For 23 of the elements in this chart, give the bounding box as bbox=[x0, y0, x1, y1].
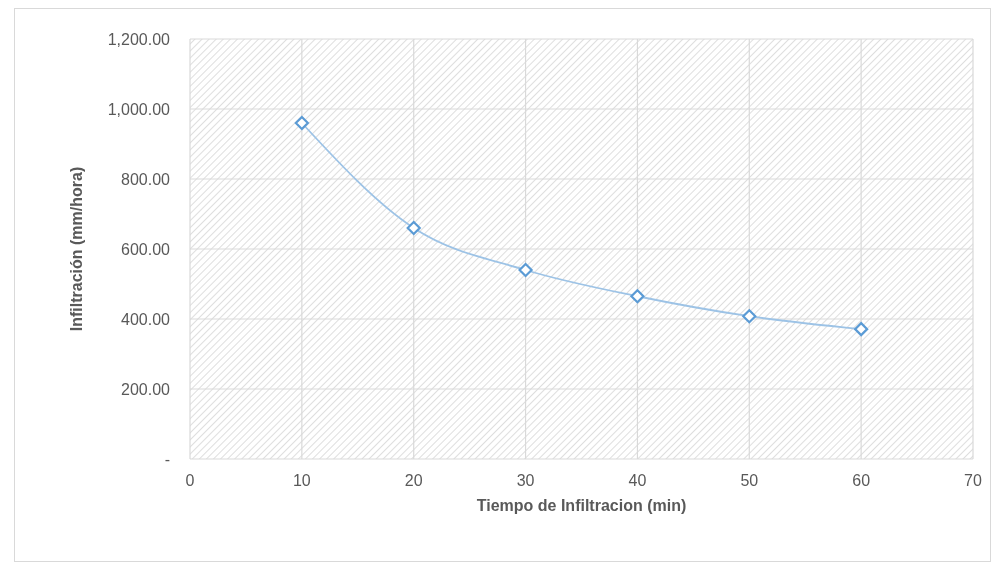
x-tick-label: 20 bbox=[404, 472, 423, 490]
x-axis-title: Tiempo de Infiltracion (min) bbox=[476, 497, 687, 514]
point bbox=[406, 220, 421, 236]
y-tick-label: 1,000.00 bbox=[107, 100, 171, 118]
x-tick-label: 10 bbox=[292, 472, 311, 490]
x-tick-label: 50 bbox=[740, 472, 759, 490]
y-tick-label: 200.00 bbox=[121, 380, 171, 398]
point bbox=[630, 289, 645, 304]
y-tick-label: 600.00 bbox=[121, 240, 171, 258]
x-tick-label: 30 bbox=[516, 472, 535, 490]
y-tick-label: 400.00 bbox=[121, 310, 171, 328]
point bbox=[854, 322, 869, 337]
x-tick-label: 70 bbox=[964, 472, 982, 490]
point bbox=[294, 115, 309, 131]
point bbox=[518, 262, 533, 278]
y-axis-title: Infiltración (mm/hora) bbox=[67, 166, 85, 332]
y-tick-label: 800.00 bbox=[121, 170, 171, 188]
y-tick-label: 1,200.00 bbox=[107, 30, 171, 48]
x-tick-label: 40 bbox=[628, 472, 647, 490]
y-tick-label: - bbox=[164, 450, 170, 468]
point bbox=[742, 309, 757, 324]
x-tick-label: 0 bbox=[185, 472, 195, 490]
x-tick-label: 60 bbox=[852, 472, 871, 490]
